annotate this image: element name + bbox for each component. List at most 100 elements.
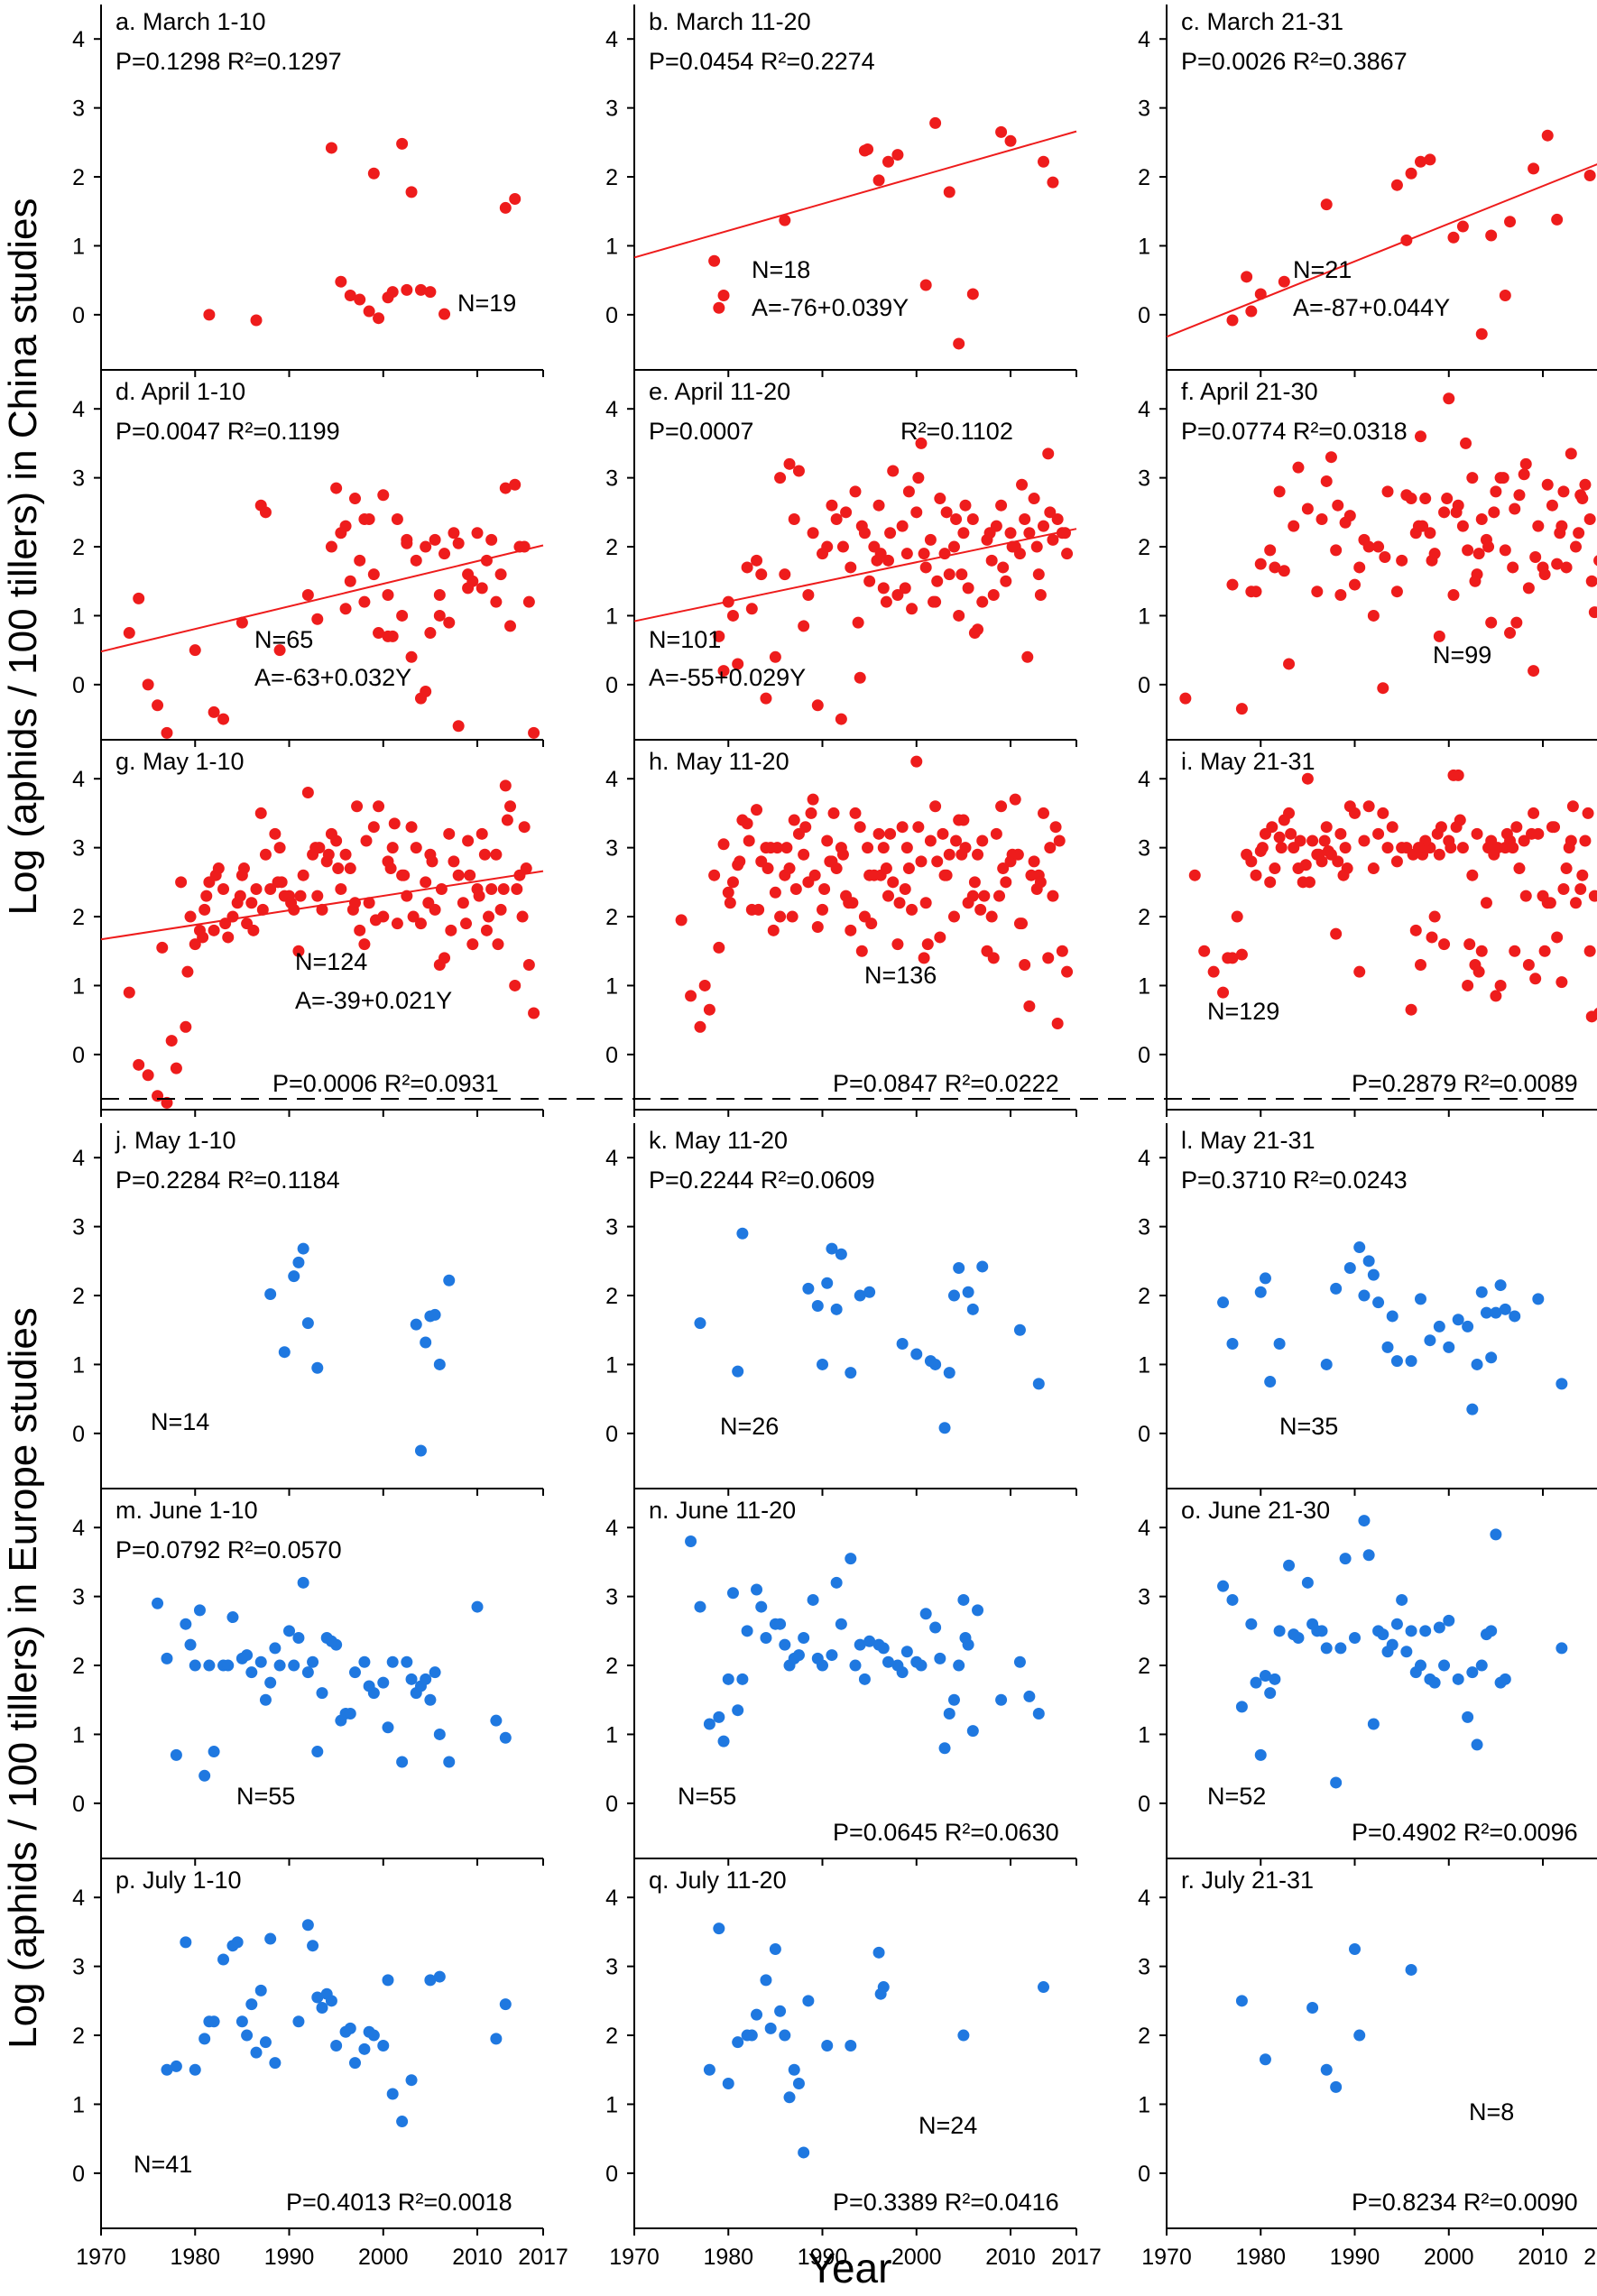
data-point [968, 627, 981, 640]
data-point [1047, 890, 1059, 902]
data-point [943, 1708, 955, 1720]
data-point [1372, 540, 1385, 553]
data-point [1315, 512, 1328, 525]
y-tick-label: 1 [605, 973, 618, 999]
panel-equation: A=-76+0.039Y [752, 294, 909, 321]
data-point [1396, 1593, 1408, 1606]
y-tick-label: 0 [72, 1792, 85, 1817]
data-point [743, 834, 755, 847]
data-point [433, 589, 446, 602]
data-point [1000, 876, 1012, 889]
data-point [1494, 1279, 1507, 1292]
panel-n: N=129 [1207, 998, 1279, 1025]
data-point [420, 540, 432, 553]
x-tick-label: 2000 [358, 2245, 409, 2270]
data-point [1349, 1943, 1362, 1956]
data-point [972, 1604, 984, 1617]
panel-equation: A=-87+0.044Y [1293, 294, 1450, 321]
data-point [335, 275, 347, 288]
data-point [863, 1286, 876, 1298]
data-point [852, 616, 864, 629]
data-point [429, 1308, 441, 1321]
data-point [386, 2088, 399, 2100]
data-point [1009, 793, 1021, 806]
y-tick-label: 3 [1138, 1215, 1150, 1240]
data-point [1529, 551, 1542, 563]
data-point [1528, 807, 1540, 819]
data-point [307, 1655, 319, 1668]
data-point [713, 1710, 725, 1723]
data-point [208, 705, 220, 718]
data-point [133, 1058, 145, 1071]
data-point [396, 1756, 409, 1768]
y-tick-label: 1 [1138, 973, 1150, 999]
panel-stats: P=0.4902 R²=0.0096 [1352, 1819, 1578, 1846]
data-point [724, 897, 736, 909]
data-point [1311, 586, 1324, 598]
data-point [219, 917, 232, 930]
data-point [1264, 1687, 1277, 1700]
data-point [443, 616, 456, 629]
data-point [811, 1652, 824, 1664]
data-point [1471, 1738, 1483, 1751]
data-point [414, 1444, 427, 1457]
data-point [1546, 499, 1558, 512]
data-point [1179, 692, 1192, 705]
y-tick-label: 1 [72, 604, 85, 629]
y-tick-label: 0 [72, 1043, 85, 1068]
data-point [325, 827, 337, 840]
data-point [475, 827, 488, 840]
data-point [830, 1576, 843, 1589]
panel-stats: P=0.0792 R²=0.0570 [115, 1536, 342, 1563]
panel-stats: P=0.1298 R²=0.1297 [115, 48, 342, 75]
data-point [934, 931, 946, 944]
data-point [940, 869, 953, 881]
data-point [1424, 527, 1436, 539]
y-tick-label: 0 [72, 303, 85, 328]
data-point [760, 1974, 772, 1987]
data-point [827, 807, 840, 819]
data-point [245, 897, 258, 909]
data-point [1462, 1320, 1474, 1332]
data-point [807, 1593, 819, 1606]
panel-title: m. June 1-10 [115, 1497, 258, 1524]
data-point [1560, 561, 1573, 574]
data-point [918, 952, 930, 964]
data-point [1283, 658, 1296, 670]
data-point [499, 482, 512, 494]
data-point [1400, 1646, 1413, 1658]
data-point [896, 821, 909, 834]
data-point [976, 834, 989, 847]
data-point [1593, 555, 1597, 567]
data-point [1566, 800, 1579, 813]
data-point [953, 1261, 965, 1274]
data-point [902, 862, 915, 875]
data-point [1320, 2063, 1333, 2076]
data-point [1318, 834, 1331, 847]
data-point [1269, 561, 1281, 574]
data-point [247, 924, 260, 936]
data-point [976, 1260, 989, 1273]
data-point [849, 485, 862, 498]
data-point [955, 848, 968, 861]
data-point [1381, 1341, 1394, 1353]
data-point [953, 814, 965, 826]
data-point [1583, 512, 1596, 525]
y-tick-label: 0 [72, 1422, 85, 1447]
y-tick-label: 0 [605, 2162, 618, 2187]
data-point [1456, 520, 1469, 532]
data-point [142, 1069, 154, 1082]
y-tick-label: 3 [72, 97, 85, 122]
data-point [1337, 869, 1350, 881]
data-point [1405, 1003, 1417, 1016]
data-point [198, 2033, 211, 2045]
data-point [957, 527, 970, 539]
data-point [348, 2057, 361, 2070]
data-point [732, 2036, 744, 2049]
x-tick-label: 1980 [170, 2245, 220, 2270]
data-point [391, 917, 403, 930]
data-point [1532, 1293, 1545, 1305]
y-tick-label: 3 [72, 1955, 85, 1980]
data-point [1466, 1666, 1479, 1679]
panel-n: N=24 [919, 2112, 977, 2139]
